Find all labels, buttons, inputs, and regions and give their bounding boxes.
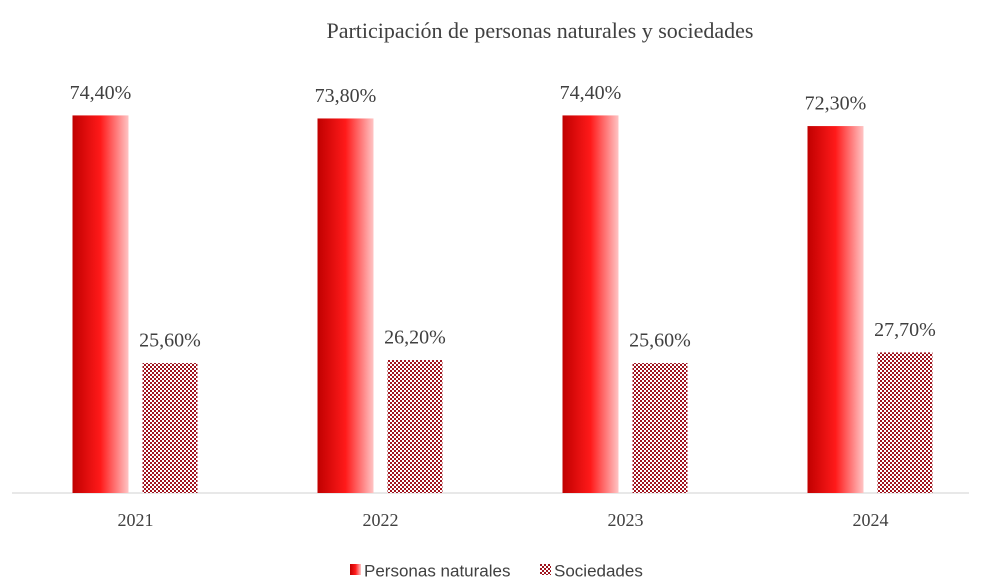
x-tick-label: 2021	[118, 510, 154, 530]
legend-swatch	[350, 564, 361, 575]
bar	[387, 360, 443, 493]
data-label: 27,70%	[874, 319, 936, 341]
bar	[632, 363, 688, 493]
data-label: 73,80%	[315, 85, 377, 107]
bar	[72, 115, 129, 494]
data-label: 25,60%	[139, 330, 201, 352]
x-tick-label: 2022	[363, 510, 399, 530]
data-label: 26,20%	[384, 327, 446, 349]
x-tick-label: 2024	[853, 510, 889, 530]
legend-text: Personas naturales	[364, 561, 510, 580]
bar	[877, 352, 933, 493]
data-label: 74,40%	[560, 82, 622, 104]
data-label: 72,30%	[805, 93, 867, 115]
bar	[142, 363, 198, 493]
legend-text: Sociedades	[554, 561, 643, 580]
bar	[807, 126, 864, 493]
data-label: 25,60%	[629, 330, 691, 352]
legend-swatch	[540, 564, 551, 575]
bar	[562, 115, 619, 494]
chart-title: Participación de personas naturales y so…	[326, 18, 753, 43]
data-label: 74,40%	[70, 82, 132, 104]
x-tick-label: 2023	[608, 510, 644, 530]
bar	[317, 118, 374, 493]
